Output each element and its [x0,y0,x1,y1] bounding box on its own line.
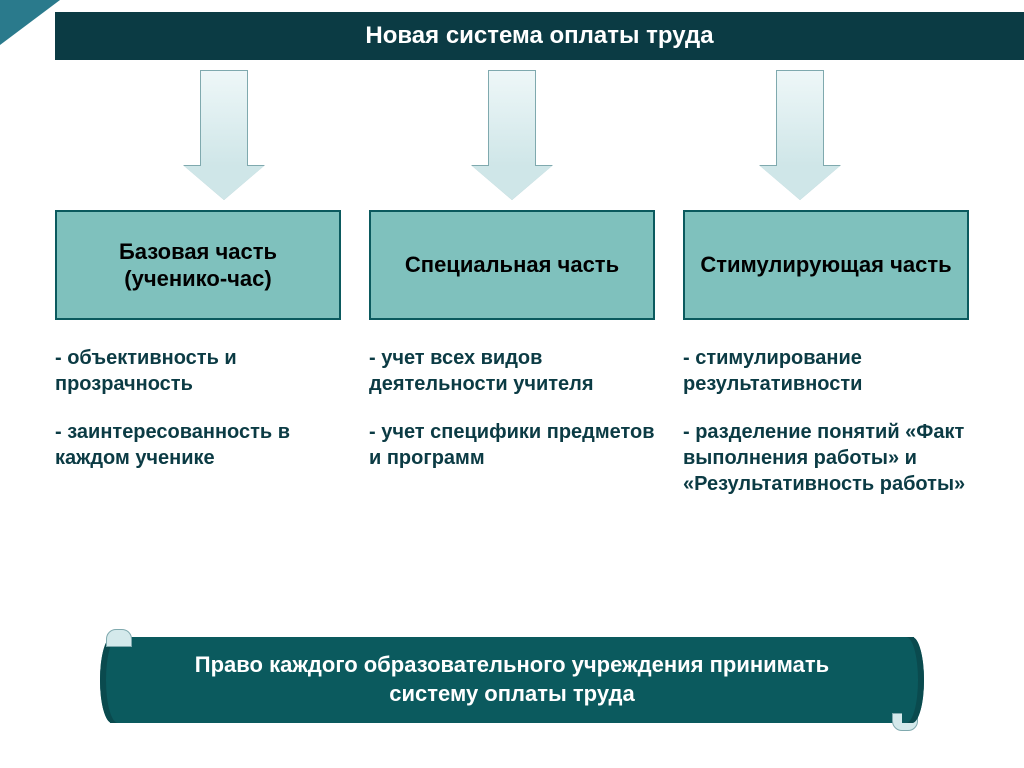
box-base-part: Базовая часть (ученико-час) [55,210,341,320]
bullets-col-2: - учет всех видов деятельности учителя -… [369,345,655,519]
bullets-row: - объективность и прозрачность - заинтер… [0,345,1024,519]
bullet-item: - заинтересованность в каждом ученике [55,419,341,471]
corner-accent [0,0,60,45]
title-band: Новая система оплаты труда [55,12,1024,60]
footer-text: Право каждого образовательного учреждени… [150,651,874,708]
bullet-item: - учет всех видов деятельности учителя [369,345,655,397]
arrow-down-icon [196,70,252,200]
bullets-col-3: - стимулирование результативности - разд… [683,345,969,519]
box-label: Базовая часть (ученико-час) [67,238,329,293]
box-label: Специальная часть [405,251,619,279]
bullet-item: - стимулирование результативности [683,345,969,397]
bullet-item: - разделение понятий «Факт выполнения ра… [683,419,969,497]
box-label: Стимулирующая часть [700,251,951,279]
bullet-item: - учет специфики предметов и программ [369,419,655,471]
footer-scroll: Право каждого образовательного учреждени… [110,637,914,723]
arrows-row [0,70,1024,200]
arrow-down-icon [772,70,828,200]
box-special-part: Специальная часть [369,210,655,320]
page-title: Новая система оплаты труда [365,22,713,50]
scroll-curl-icon [892,713,918,731]
box-stimulating-part: Стимулирующая часть [683,210,969,320]
arrow-down-icon [484,70,540,200]
scroll-curl-icon [106,629,132,647]
bullet-item: - объективность и прозрачность [55,345,341,397]
bullets-col-1: - объективность и прозрачность - заинтер… [55,345,341,519]
boxes-row: Базовая часть (ученико-час) Специальная … [0,210,1024,320]
